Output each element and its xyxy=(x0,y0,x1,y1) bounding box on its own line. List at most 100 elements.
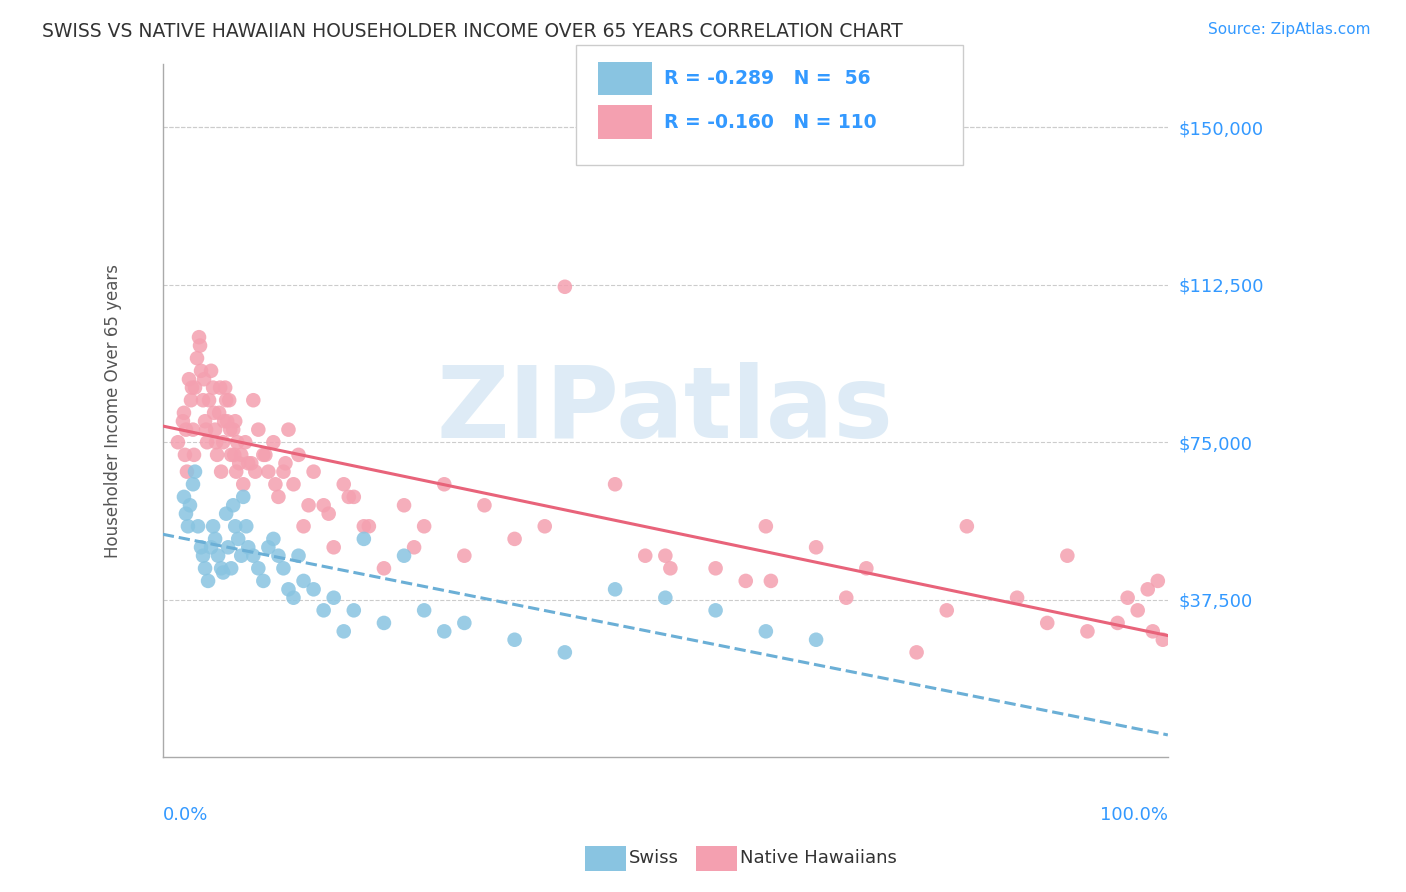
Point xyxy=(1136,582,1159,597)
Point xyxy=(188,338,211,352)
Text: SWISS VS NATIVE HAWAIIAN HOUSEHOLDER INCOME OVER 65 YEARS CORRELATION CHART: SWISS VS NATIVE HAWAIIAN HOUSEHOLDER INC… xyxy=(42,22,903,41)
Text: Householder Income Over 65 years: Householder Income Over 65 years xyxy=(104,264,121,558)
Point xyxy=(245,465,267,479)
Point xyxy=(184,381,207,395)
Point xyxy=(191,549,214,563)
Point xyxy=(181,477,204,491)
Point xyxy=(603,477,626,491)
Point xyxy=(1056,549,1078,563)
Point xyxy=(353,532,375,546)
Point xyxy=(225,465,247,479)
Point xyxy=(195,435,218,450)
Point xyxy=(242,393,264,408)
Point xyxy=(247,423,270,437)
Point xyxy=(277,423,299,437)
Point xyxy=(252,448,274,462)
Point xyxy=(186,351,208,366)
Point xyxy=(318,507,340,521)
Point xyxy=(209,381,232,395)
Point xyxy=(273,465,295,479)
Point xyxy=(231,448,253,462)
Point xyxy=(262,532,284,546)
Point xyxy=(404,541,426,555)
Text: ZIPatlas: ZIPatlas xyxy=(437,362,894,459)
Point xyxy=(215,393,238,408)
Point xyxy=(654,591,676,605)
Point xyxy=(212,435,235,450)
Point xyxy=(283,591,305,605)
Point xyxy=(804,632,827,647)
Point xyxy=(174,448,197,462)
Point xyxy=(277,582,299,597)
Point xyxy=(167,435,190,450)
Text: Swiss: Swiss xyxy=(628,849,679,867)
Point xyxy=(835,591,858,605)
Point xyxy=(204,532,226,546)
Point xyxy=(202,406,225,420)
Point xyxy=(905,645,928,659)
Point xyxy=(1142,624,1164,639)
Point xyxy=(1126,603,1149,617)
Point xyxy=(302,465,325,479)
Point xyxy=(755,624,778,639)
Point xyxy=(209,561,232,575)
Point xyxy=(1152,632,1174,647)
Point xyxy=(195,423,218,437)
Point xyxy=(283,477,305,491)
Text: Source: ZipAtlas.com: Source: ZipAtlas.com xyxy=(1208,22,1371,37)
Point xyxy=(312,603,335,617)
Point xyxy=(332,477,354,491)
Point xyxy=(1146,574,1168,588)
Point xyxy=(226,532,249,546)
Point xyxy=(177,372,200,386)
Point xyxy=(956,519,979,533)
Point xyxy=(1036,615,1059,630)
Point xyxy=(198,393,221,408)
Point xyxy=(337,490,360,504)
Point xyxy=(240,456,263,470)
Point xyxy=(413,603,436,617)
Point xyxy=(659,561,682,575)
Point xyxy=(238,541,260,555)
Point xyxy=(205,435,228,450)
Point xyxy=(183,448,205,462)
Point xyxy=(267,549,290,563)
Point xyxy=(215,507,238,521)
Point xyxy=(322,591,344,605)
Point xyxy=(287,549,309,563)
Point xyxy=(194,414,217,428)
Point xyxy=(190,364,212,378)
Point xyxy=(238,456,260,470)
Point xyxy=(353,519,375,533)
Point xyxy=(264,477,287,491)
Point xyxy=(634,549,657,563)
Point xyxy=(173,406,195,420)
Point xyxy=(212,566,235,580)
Point xyxy=(453,615,475,630)
Point xyxy=(654,549,676,563)
Point xyxy=(332,624,354,639)
Point xyxy=(373,615,395,630)
Point xyxy=(262,435,284,450)
Point xyxy=(219,561,242,575)
Text: 0.0%: 0.0% xyxy=(163,806,208,824)
Point xyxy=(267,490,290,504)
Point xyxy=(219,423,242,437)
Point xyxy=(297,498,319,512)
Point xyxy=(1076,624,1098,639)
Point xyxy=(254,448,277,462)
Point xyxy=(935,603,957,617)
Text: R = -0.289   N =  56: R = -0.289 N = 56 xyxy=(664,69,870,88)
Point xyxy=(218,393,240,408)
Point xyxy=(194,561,217,575)
Point xyxy=(204,423,226,437)
Point xyxy=(226,435,249,450)
Point xyxy=(207,549,229,563)
Point xyxy=(231,549,253,563)
Point xyxy=(188,330,211,344)
Point xyxy=(392,549,415,563)
Point xyxy=(554,279,576,293)
Point xyxy=(181,423,204,437)
Point xyxy=(804,541,827,555)
Point xyxy=(252,574,274,588)
